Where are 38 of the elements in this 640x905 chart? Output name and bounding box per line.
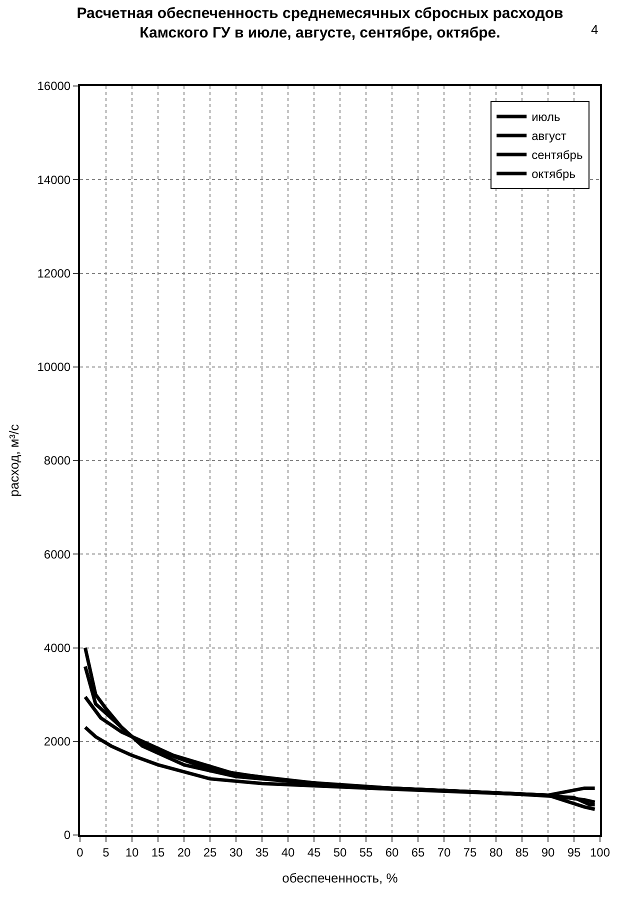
legend-label: июль: [532, 110, 560, 124]
x-tick-label: 70: [437, 845, 451, 860]
y-tick-label: 6000: [44, 547, 71, 562]
x-tick-label: 0: [76, 845, 84, 860]
y-axis-title: расход, м³/с: [6, 424, 22, 497]
x-tick-label: 10: [125, 845, 139, 860]
x-tick-label: 75: [463, 845, 477, 860]
x-tick-label: 30: [229, 845, 243, 860]
x-tick-label: 100: [590, 845, 610, 860]
x-tick-label: 5: [102, 845, 110, 860]
x-tick-label: 45: [307, 845, 321, 860]
x-tick-label: 20: [177, 845, 191, 860]
x-axis-title: обеспеченность, %: [282, 870, 398, 886]
x-tick-label: 50: [333, 845, 347, 860]
x-tick-label: 90: [541, 845, 555, 860]
y-tick-label: 12000: [37, 266, 71, 280]
legend-label: август: [532, 129, 567, 144]
y-tick-label: 10000: [37, 360, 71, 374]
y-tick-label: 2000: [44, 734, 71, 749]
text: 4: [591, 22, 598, 37]
legend-label: октябрь: [532, 167, 576, 182]
x-tick-label: 60: [385, 845, 399, 860]
y-tick-label: 16000: [37, 79, 71, 94]
x-tick-label: 35: [255, 845, 269, 860]
x-tick-label: 40: [281, 845, 295, 860]
y-tick-label: 4000: [44, 640, 71, 655]
x-tick-label: 65: [411, 845, 425, 860]
y-tick-label: 8000: [44, 454, 71, 468]
legend-label: сентябрь: [532, 148, 583, 162]
x-tick-label: 55: [359, 845, 373, 860]
x-tick-label: 25: [203, 845, 217, 860]
x-tick-label: 15: [151, 845, 165, 860]
x-tick-label: 85: [515, 845, 529, 860]
x-tick-label: 95: [567, 845, 581, 860]
y-tick-label: 0: [64, 828, 71, 842]
y-tick-label: 14000: [37, 172, 71, 187]
chart-title: Расчетная обеспеченность среднемесячных сбросных расходов Камского ГУ в июле, августе, сентябре, октябре.: [76, 5, 564, 42]
x-tick-label: 80: [489, 845, 503, 860]
